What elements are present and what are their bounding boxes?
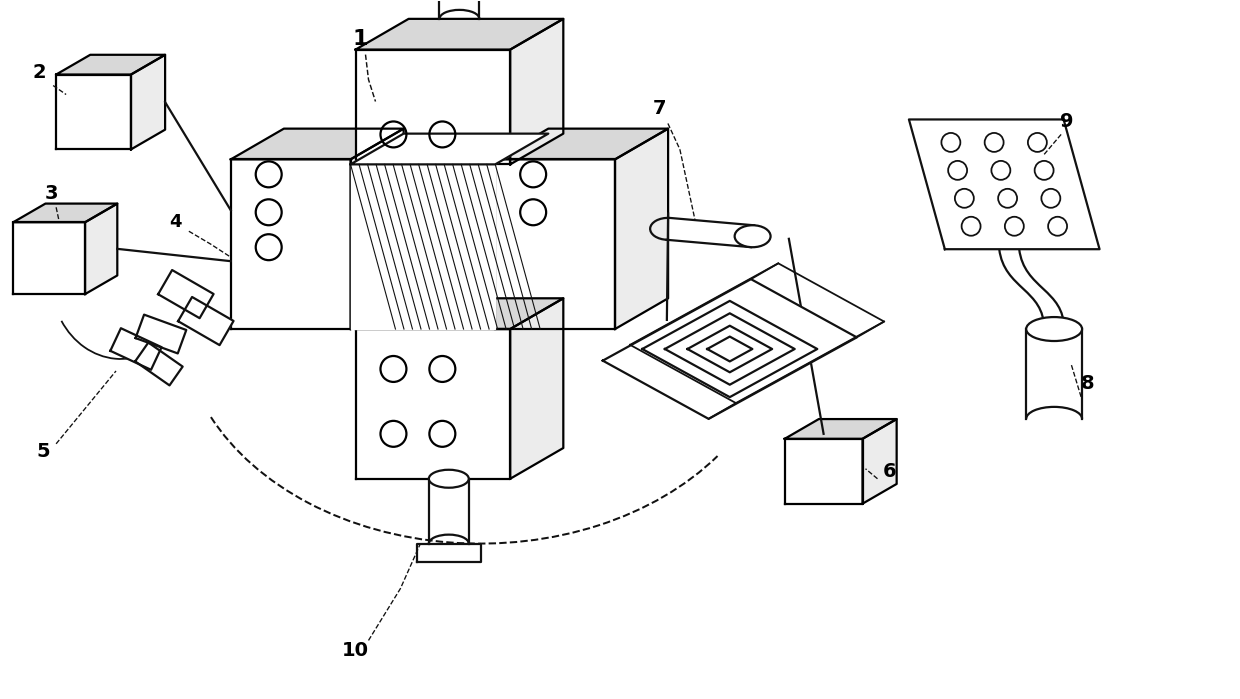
Polygon shape [510,19,563,164]
Polygon shape [351,129,404,329]
Ellipse shape [429,470,469,488]
Polygon shape [495,159,615,329]
Polygon shape [351,134,548,164]
Polygon shape [56,55,165,75]
Text: 9: 9 [1060,113,1074,131]
Polygon shape [510,298,563,479]
Text: 6: 6 [883,462,897,481]
Polygon shape [110,329,161,370]
Polygon shape [131,55,165,150]
Polygon shape [135,343,182,385]
Polygon shape [785,419,897,439]
Polygon shape [495,129,668,159]
Polygon shape [231,159,351,329]
Polygon shape [785,439,863,504]
Text: 8: 8 [1080,374,1094,393]
Text: 1: 1 [352,29,368,49]
Polygon shape [909,120,1100,250]
Ellipse shape [734,225,770,247]
Polygon shape [56,75,131,150]
Polygon shape [417,544,481,561]
Polygon shape [356,298,563,329]
Polygon shape [179,297,233,345]
Ellipse shape [1027,317,1083,341]
Polygon shape [356,329,510,479]
Polygon shape [603,279,857,419]
Polygon shape [351,164,495,329]
Text: 2: 2 [32,62,46,82]
Polygon shape [159,270,213,318]
Polygon shape [135,315,186,354]
Text: 7: 7 [653,99,667,118]
Text: 10: 10 [342,642,370,661]
Polygon shape [14,203,118,222]
Text: 3: 3 [45,185,58,203]
Polygon shape [14,222,86,294]
Polygon shape [86,203,118,294]
Polygon shape [356,50,510,164]
Text: 5: 5 [36,442,50,461]
Polygon shape [863,419,897,504]
Polygon shape [356,19,563,50]
Polygon shape [615,129,668,329]
Text: 4: 4 [170,213,182,231]
Polygon shape [231,129,404,159]
